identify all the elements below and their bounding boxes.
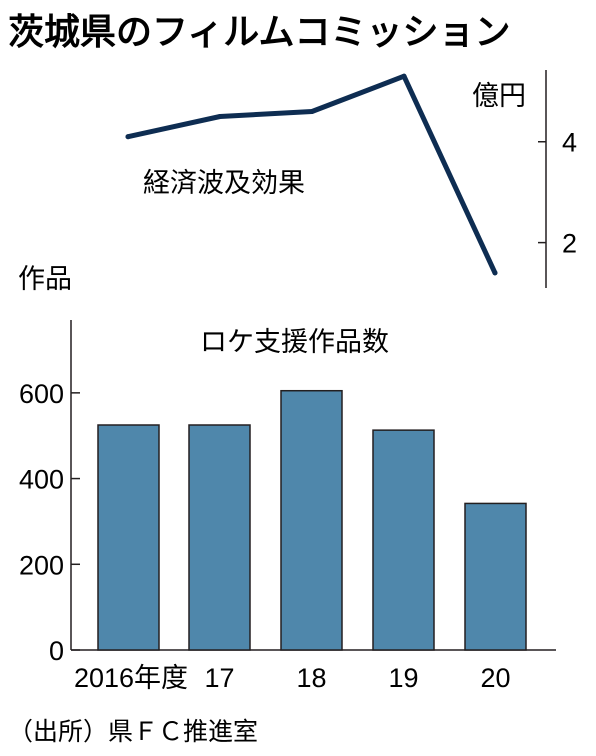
- line-point: [401, 73, 407, 79]
- bar-x-tick-label: 2016年度: [74, 663, 188, 693]
- bar-y-unit-label: 作品: [18, 264, 72, 295]
- line-point: [125, 134, 131, 140]
- bar-series-label: ロケ支援作品数: [200, 327, 389, 358]
- bar-y-tick-label: 600: [19, 379, 64, 409]
- bar-y-tick-label: 400: [19, 465, 64, 495]
- bar: [464, 502, 527, 651]
- bar: [372, 429, 435, 651]
- bar-x-tick-label: 20: [480, 663, 510, 693]
- line-point: [309, 109, 315, 114]
- bar-y-tick-label: 0: [49, 636, 64, 666]
- bar-chart: 作品 ロケ支援作品数 0 200 400 600 2016年度 17 18 19 20: [18, 264, 556, 693]
- line-series-label: 経済波及効果: [143, 168, 305, 199]
- bar-y-tick-label: 200: [19, 550, 64, 580]
- bar-x-tick-label: 18: [296, 663, 326, 693]
- bar-x-tick-label: 19: [388, 663, 418, 693]
- bar: [188, 424, 251, 651]
- line-y-unit-label: 億円: [472, 81, 526, 112]
- line-point: [492, 270, 498, 276]
- line-y-tick-label: 2: [562, 229, 577, 259]
- bar-x-tick-label: 17: [204, 663, 234, 693]
- chart-title: 茨城県のフィルムコミッション: [8, 12, 511, 53]
- line-chart: 億円 2 4 経済波及効果: [125, 70, 577, 288]
- bar: [97, 424, 160, 651]
- line-y-tick-label: 4: [562, 128, 577, 158]
- bar: [280, 389, 343, 651]
- line-point: [217, 114, 223, 119]
- source-note: （出所）県ＦＣ推進室: [8, 717, 258, 746]
